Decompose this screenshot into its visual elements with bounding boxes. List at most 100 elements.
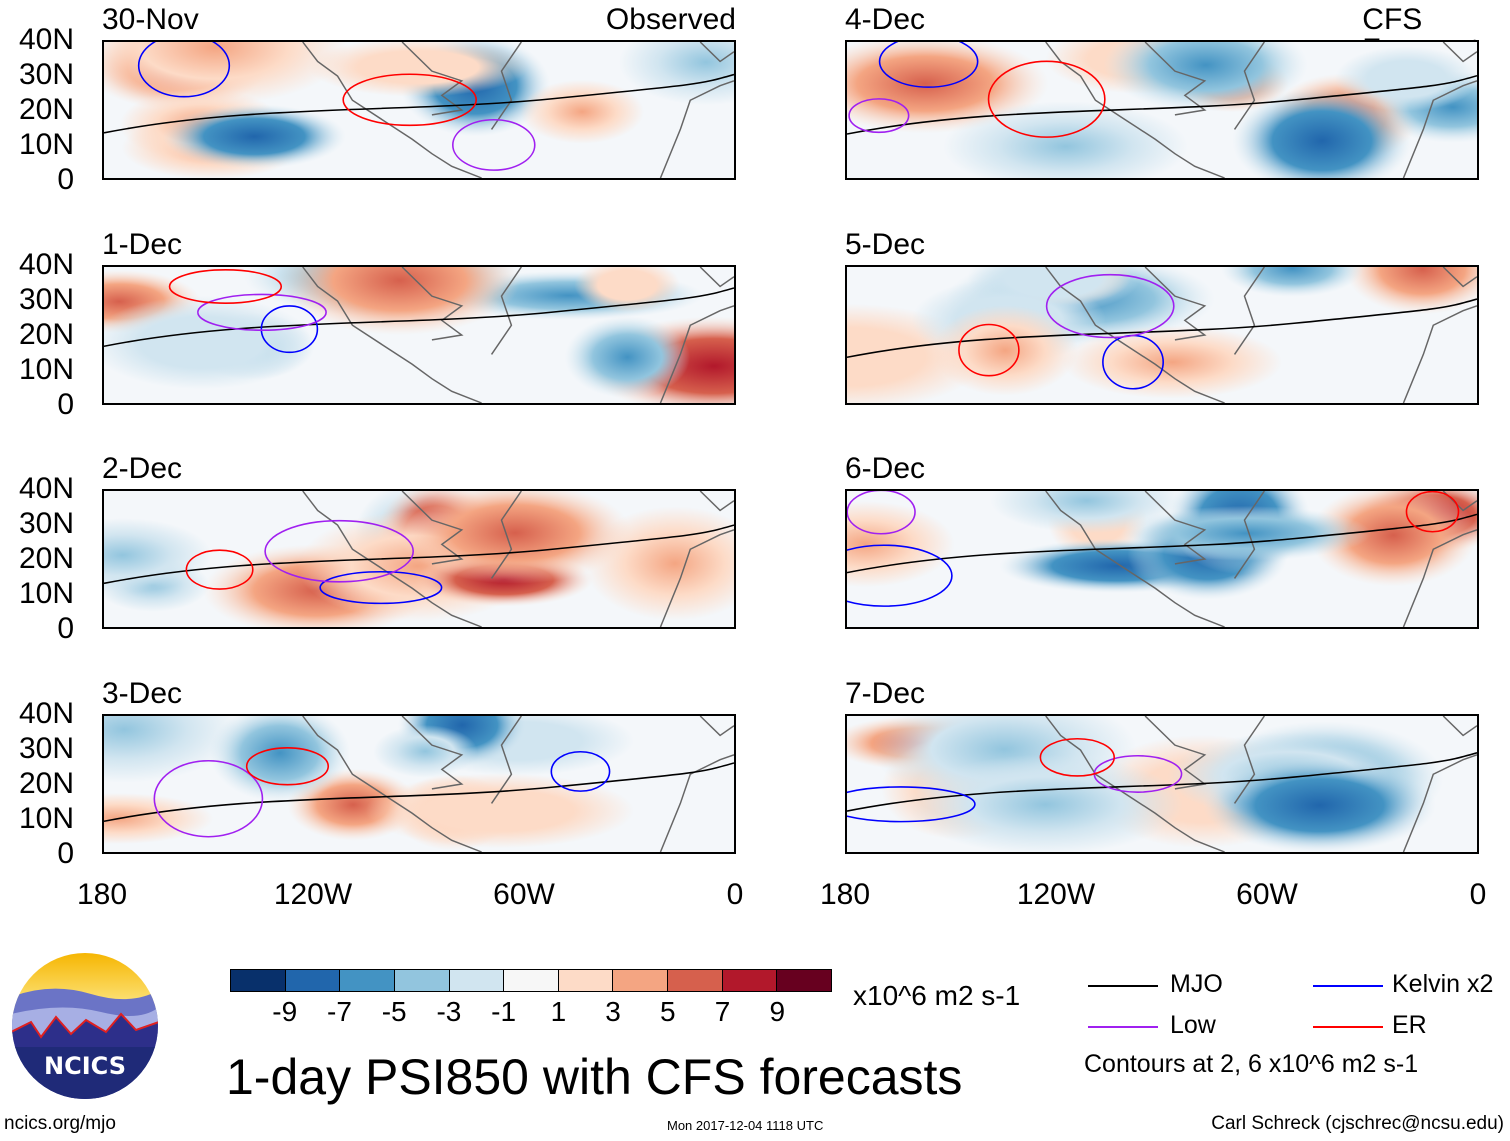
- map-panel-5-dec: [845, 265, 1479, 405]
- anomaly-shading: [1121, 505, 1372, 561]
- anomaly-shading: [373, 724, 478, 778]
- colorbar-swatch: [394, 970, 450, 991]
- figure-title: 1-day PSI850 with CFS forecasts: [226, 1049, 963, 1105]
- kelvin-contour: [878, 42, 979, 88]
- colorbar: [230, 969, 832, 992]
- coastline: [302, 491, 734, 627]
- anomaly-shading: [967, 267, 1141, 313]
- colorbar-swatch: [668, 970, 723, 991]
- coastline: [1045, 716, 1477, 852]
- anomaly-shading: [1220, 267, 1365, 297]
- anomaly-shading: [308, 42, 528, 97]
- anomaly-shading: [1345, 267, 1477, 315]
- colorbar-swatch: [613, 970, 669, 991]
- colorbar-swatch: [777, 970, 832, 991]
- latitude-label: 40N: [18, 472, 74, 505]
- map-panel-7-dec: [845, 714, 1479, 854]
- svg-text:NCICS: NCICS: [44, 1052, 126, 1080]
- anomaly-shading: [162, 104, 347, 169]
- legend-mjo-label: MJO: [1170, 970, 1223, 998]
- colorbar-swatch: [558, 970, 614, 991]
- latitude-label: 40N: [18, 697, 74, 730]
- panel-date-label: 3-Dec: [102, 677, 183, 710]
- anomaly-shading: [104, 295, 314, 390]
- legend-er-label: ER: [1392, 1011, 1427, 1039]
- anomaly-shading: [907, 754, 1183, 852]
- kelvin-contour: [550, 751, 611, 792]
- map-panel-3-dec: [102, 714, 736, 854]
- anomaly-shading: [520, 79, 644, 144]
- legend-low-line: [1088, 1026, 1158, 1028]
- panel-date-label: 6-Dec: [845, 452, 926, 485]
- anomaly-shading: [1203, 757, 1437, 852]
- longitude-label: 180: [819, 878, 871, 911]
- longitude-label: 0: [726, 878, 744, 911]
- legend-low-label: Low: [1170, 1011, 1216, 1039]
- longitude-label: 120W: [273, 878, 353, 911]
- kelvin-contour: [1102, 334, 1164, 390]
- latitude-label: 30N: [18, 507, 74, 540]
- ncics-logo: NCICS: [11, 952, 159, 1100]
- low-contour: [264, 519, 415, 583]
- kelvin-contour: [260, 305, 319, 354]
- latitude-label: 10N: [18, 128, 74, 161]
- er-contour: [1039, 737, 1115, 777]
- colorbar-label: -9: [272, 996, 298, 1027]
- anomaly-shading: [574, 267, 681, 313]
- map-panel-2-dec: [102, 489, 736, 629]
- panel-date-label: 30-Nov: [102, 3, 199, 36]
- er-contour: [987, 60, 1106, 138]
- colorbar-swatch: [285, 970, 341, 991]
- er-contour: [245, 747, 330, 786]
- legend-er-line: [1313, 1026, 1383, 1028]
- anomaly-shading: [1062, 325, 1283, 399]
- coastline: [302, 716, 734, 852]
- colorbar-label: 1: [550, 996, 567, 1027]
- anomaly-shading: [104, 518, 212, 593]
- er-contour: [1405, 491, 1460, 533]
- latitude-label: 10N: [18, 802, 74, 835]
- colorbar-label: 3: [605, 996, 621, 1027]
- latitude-label: 20N: [18, 318, 74, 351]
- map-panel-30-nov: [102, 40, 736, 180]
- panel-date-label: 5-Dec: [845, 228, 926, 261]
- anomaly-shading: [104, 793, 214, 845]
- mjo-contour: [104, 287, 734, 347]
- low-contour: [452, 118, 536, 171]
- coastline: [1045, 42, 1477, 178]
- longitude-label: 180: [76, 878, 128, 911]
- colorbar-label: -5: [381, 996, 407, 1027]
- latitude-label: 30N: [18, 283, 74, 316]
- anomaly-shading: [1334, 46, 1477, 112]
- longitude-label: 120W: [1016, 878, 1096, 911]
- latitude-label: 40N: [18, 23, 74, 56]
- anomaly-shading: [365, 773, 635, 849]
- mjo-contour: [104, 73, 734, 134]
- footer-credit: Carl Schreck (cjschrec@ncsu.edu): [1211, 1113, 1504, 1134]
- panel-date-label: 1-Dec: [102, 228, 183, 261]
- coastline: [302, 267, 734, 403]
- latitude-label: 30N: [18, 732, 74, 765]
- kelvin-contour: [137, 42, 231, 98]
- latitude-label: 20N: [18, 767, 74, 800]
- anomaly-shading: [1103, 42, 1308, 112]
- longitude-label: 60W: [1236, 878, 1298, 911]
- latitude-label: 0: [57, 163, 74, 196]
- coastline: [1045, 491, 1477, 627]
- latitude-label: 30N: [18, 58, 74, 91]
- er-contour: [185, 549, 254, 590]
- map-panel-4-dec: [845, 40, 1479, 180]
- timestamp: Mon 2017-12-04 1118 UTC: [667, 1118, 824, 1133]
- mjo-contour: [847, 298, 1477, 359]
- longitude-label: 60W: [493, 878, 555, 911]
- anomaly-shading: [1309, 491, 1477, 587]
- colorbar-label: -1: [491, 996, 517, 1027]
- panel-source-label: Observed: [605, 3, 736, 36]
- anomaly-shading: [847, 501, 955, 588]
- latitude-label: 20N: [18, 93, 74, 126]
- anomaly-shading: [618, 42, 734, 106]
- anomaly-shading: [932, 305, 1078, 396]
- legend-mjo-line: [1088, 985, 1158, 987]
- footer-url[interactable]: ncics.org/mjo: [4, 1113, 116, 1134]
- colorbar-label: 5: [660, 996, 676, 1027]
